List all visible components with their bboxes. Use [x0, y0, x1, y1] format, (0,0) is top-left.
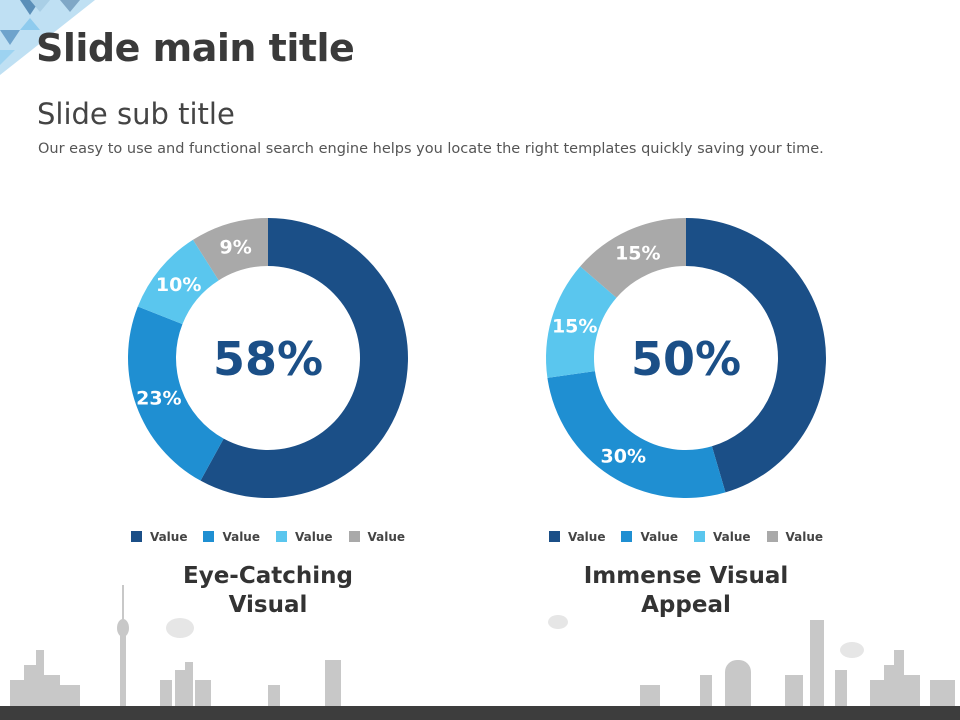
donut-svg: 23% 10% 9% 58%: [128, 218, 409, 498]
donut-segment: [137, 239, 219, 325]
legend-swatch: [621, 531, 633, 542]
footer-bar: [0, 706, 960, 720]
donut-segment: [686, 218, 826, 493]
legend-item: Value: [348, 530, 406, 544]
chart-title-line: Visual: [228, 592, 308, 618]
legend: Value Value Value Value: [58, 530, 478, 544]
slide-description: Our easy to use and functional search en…: [38, 141, 824, 157]
segment-label: 9%: [220, 237, 252, 259]
donut-segment: [128, 306, 224, 481]
legend-label: Value: [713, 530, 751, 544]
legend-label: Value: [640, 530, 678, 544]
center-label: 50%: [631, 332, 741, 386]
donut-chart-right: 30% 15% 15% 50% Value Value Value Value Imm…: [476, 200, 896, 640]
legend-label: Value: [367, 530, 406, 544]
donut-segment: [546, 266, 617, 378]
segment-label: 15%: [615, 242, 660, 264]
legend-swatch: [276, 531, 287, 542]
legend-swatch: [203, 531, 215, 542]
donut-segment: [547, 371, 726, 498]
city-skyline-decoration: [10, 585, 955, 710]
legend-label: Value: [149, 530, 188, 544]
legend-swatch: [694, 531, 705, 542]
triangle-pattern-decoration: [0, 0, 95, 75]
legend-swatch: [130, 531, 142, 542]
legend: Value Value Value Value: [476, 530, 896, 544]
donut-segment: [580, 218, 686, 298]
chart-title: Eye-Catching Visual: [58, 562, 478, 620]
donut-segment: [200, 218, 409, 498]
legend-label: Value: [222, 530, 260, 544]
slide-title: Slide main title: [36, 26, 355, 70]
segment-label: 10%: [156, 274, 201, 296]
segment-label: 30%: [601, 446, 646, 468]
chart-title-line: Appeal: [641, 592, 731, 618]
slide-subtitle: Slide sub title: [37, 97, 235, 131]
legend-label: Value: [785, 530, 824, 544]
segment-label: 15%: [552, 315, 597, 337]
donut-chart-left: 23% 10% 9% 58% Value Value Value Value Eye-…: [58, 200, 478, 640]
legend-swatch: [348, 531, 360, 542]
segment-label: 23%: [136, 387, 181, 409]
legend-item: Value: [621, 530, 678, 544]
center-label: 58%: [213, 332, 323, 386]
legend-item: Value: [203, 530, 260, 544]
legend-item: Value: [130, 530, 188, 544]
chart-title: Immense Visual Appeal: [476, 562, 896, 620]
donut-svg: 30% 15% 15% 50%: [546, 218, 826, 498]
chart-title-line: Immense Visual: [583, 563, 789, 589]
legend-item: Value: [548, 530, 606, 544]
legend-item: Value: [276, 530, 333, 544]
legend-swatch: [548, 531, 560, 542]
legend-item: Value: [766, 530, 824, 544]
donut-segment: [192, 218, 268, 281]
legend-label: Value: [567, 530, 606, 544]
legend-label: Value: [295, 530, 333, 544]
legend-swatch: [766, 531, 778, 542]
legend-item: Value: [694, 530, 751, 544]
chart-title-line: Eye-Catching: [183, 563, 353, 589]
